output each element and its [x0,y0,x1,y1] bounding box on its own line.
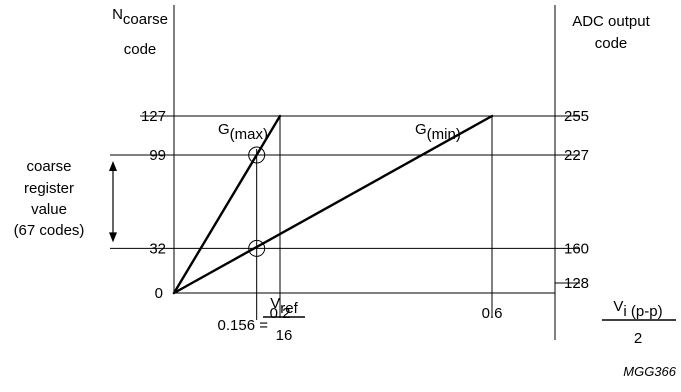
origin-label: 0 [155,285,163,302]
right-tick-label-3: 128 [564,275,589,292]
annotation-arrowhead-down [109,232,117,243]
right-tick-label-2: 160 [564,240,589,257]
left-tick-label-1: 99 [149,147,166,164]
x-unit-numerator: Vi (p-p) [600,298,676,320]
annotation-line-1: coarse [26,158,72,175]
left-tick-label-2: 32 [149,240,166,257]
right-axis-title-line2: code [594,35,628,52]
x-unit-sub: i (p-p) [623,303,663,320]
vref-numerator: Vref [262,295,306,317]
annotation-line-3: value [31,201,67,218]
series-line-gmin [172,114,494,295]
series-label-gmax-main: G [218,121,230,138]
vref-num-sub: ref [280,300,298,317]
left-tick-label-0: 127 [141,108,166,125]
series-line-gmax [172,114,282,295]
annotation-arrowhead-up [109,161,117,172]
right-tick-label-0: 255 [564,108,589,125]
left-axis-title-main: N [112,6,123,23]
intersection-marker-1 [248,239,266,257]
right-tick-label-1: 227 [564,147,589,164]
left-axis-title-line2: code [123,41,157,58]
series-label-gmax-sub: (max) [229,126,268,143]
vref-num-main: V [270,295,281,312]
vref-denominator: 16 [275,327,293,344]
x-tick-label-1: 0.6 [482,305,503,322]
vref-prefix: 0.156 = [217,317,268,334]
x-unit-denominator: 2 [633,330,643,347]
series-label-gmin-sub: (min) [426,126,461,143]
right-axis-title-line1: ADC output [572,13,650,30]
x-unit-main: V [613,298,624,315]
series-label-gmin: G(min) [415,121,461,143]
intersection-marker-0 [248,146,266,164]
left-axis-title: Ncoarse [96,6,184,28]
series-label-gmax: G(max) [218,121,268,143]
left-axis-title-sub: coarse [122,11,168,28]
series-label-gmin-main: G [415,121,427,138]
annotation-line-4: (67 codes) [13,222,85,239]
annotation-line-2: register [23,180,75,197]
figure-code: MGG366 [623,364,676,379]
